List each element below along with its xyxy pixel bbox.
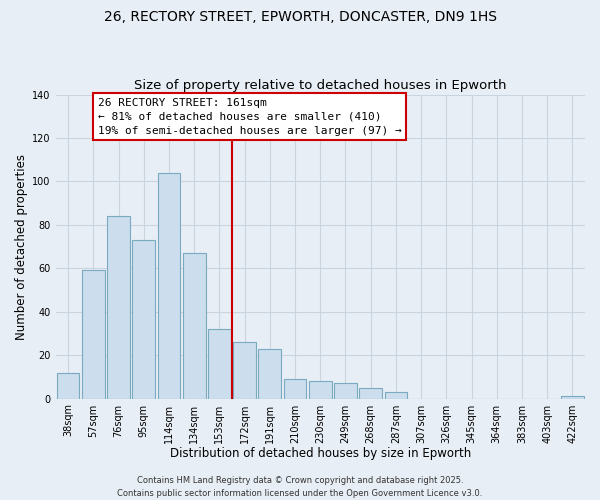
Bar — [233, 342, 256, 398]
Bar — [107, 216, 130, 398]
Bar — [57, 372, 79, 398]
Text: 26, RECTORY STREET, EPWORTH, DONCASTER, DN9 1HS: 26, RECTORY STREET, EPWORTH, DONCASTER, … — [104, 10, 497, 24]
Text: Contains HM Land Registry data © Crown copyright and database right 2025.
Contai: Contains HM Land Registry data © Crown c… — [118, 476, 482, 498]
Title: Size of property relative to detached houses in Epworth: Size of property relative to detached ho… — [134, 79, 506, 92]
Bar — [334, 384, 357, 398]
Bar — [561, 396, 584, 398]
Bar — [359, 388, 382, 398]
Bar — [133, 240, 155, 398]
Bar — [259, 348, 281, 399]
Text: 26 RECTORY STREET: 161sqm
← 81% of detached houses are smaller (410)
19% of semi: 26 RECTORY STREET: 161sqm ← 81% of detac… — [98, 98, 401, 136]
X-axis label: Distribution of detached houses by size in Epworth: Distribution of detached houses by size … — [170, 447, 471, 460]
Bar — [183, 253, 206, 398]
Bar — [208, 329, 231, 398]
Bar — [82, 270, 104, 398]
Y-axis label: Number of detached properties: Number of detached properties — [15, 154, 28, 340]
Bar — [284, 379, 307, 398]
Bar — [158, 172, 181, 398]
Bar — [309, 381, 332, 398]
Bar — [385, 392, 407, 398]
